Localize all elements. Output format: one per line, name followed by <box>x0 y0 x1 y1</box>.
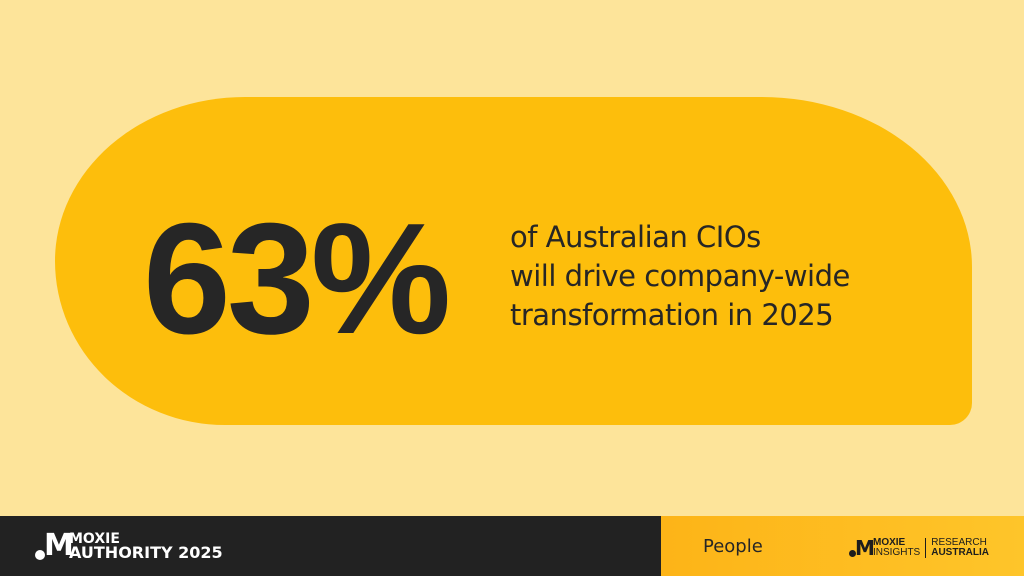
logo-line2: AUTHORITY 2025 <box>69 543 223 562</box>
footer-category-panel: People M MOXIE INSIGHTS RESEARCH AUSTRAL… <box>661 516 1024 576</box>
moxie-mark-icon: M <box>35 531 74 561</box>
desc-line: will drive company-wide <box>510 259 850 293</box>
moxie-insights-logo: M MOXIE INSIGHTS RESEARCH AUSTRALIA <box>849 538 989 558</box>
footer: M MOXIE AUTHORITY 2025 People M MOXIE IN… <box>0 516 1024 576</box>
brand-line1: MOXIE <box>873 537 906 548</box>
brand-line2: INSIGHTS <box>873 547 921 558</box>
moxie-mark-icon: M <box>849 538 875 558</box>
partner-line2: AUSTRALIA <box>931 547 990 558</box>
logo-line1: MOXIE <box>69 531 120 547</box>
partner-line1: RESEARCH <box>931 537 987 548</box>
category-label: People <box>703 536 763 557</box>
desc-line: of Australian CIOs <box>510 220 761 254</box>
desc-line: transformation in 2025 <box>510 298 834 332</box>
stat-value: 63% <box>143 191 451 367</box>
moxie-authority-logo: M MOXIE AUTHORITY 2025 <box>35 531 223 562</box>
stat-description: of Australian CIOs will drive company-wi… <box>510 218 850 335</box>
stat-card <box>55 97 972 425</box>
